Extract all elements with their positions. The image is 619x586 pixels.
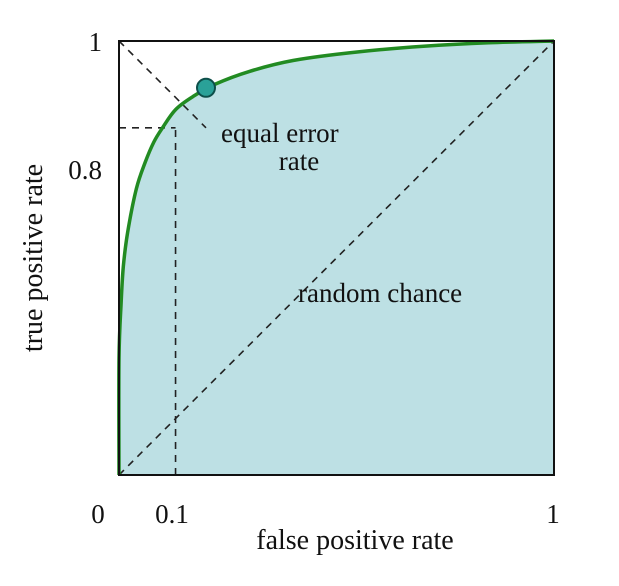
equal-error-rate-label-line-2: rate <box>279 146 319 176</box>
random-chance-diagonal <box>118 40 555 476</box>
x-tick-label-0.1: 0.1 <box>155 499 189 529</box>
equal-error-rate-label-line-1: equal error <box>221 118 339 148</box>
x-axis-title: false positive rate <box>256 525 453 556</box>
plot-frame <box>118 40 555 476</box>
y-axis-title: true positive rate <box>18 164 49 352</box>
random-chance-label: random chance <box>298 278 462 308</box>
equal-error-rate-point <box>196 77 216 98</box>
x-tick-label-0: 0 <box>91 499 105 529</box>
y-tick-label-0.8: 0.8 <box>68 155 102 185</box>
y-tick-label-1: 1 <box>89 27 103 57</box>
equal-error-diagonal <box>118 40 207 129</box>
x-tick-label-1: 1 <box>546 499 560 529</box>
roc-curve <box>117 39 555 476</box>
